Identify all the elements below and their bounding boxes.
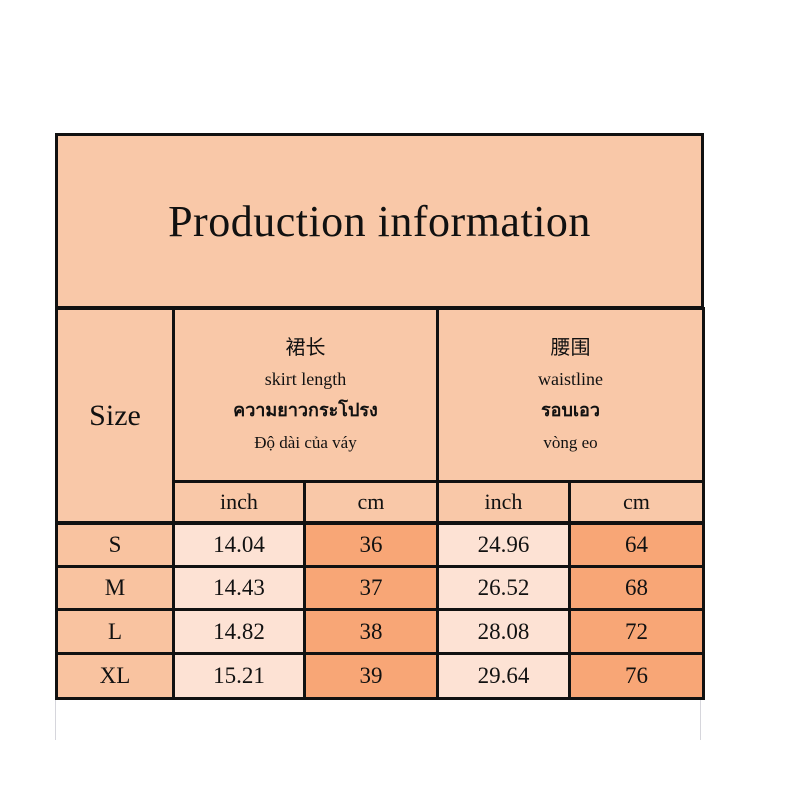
value-cell: 36 bbox=[303, 522, 439, 568]
measurement: 29.64 bbox=[477, 663, 530, 688]
unit-cell: cm bbox=[303, 480, 439, 524]
guide-line bbox=[700, 697, 701, 740]
group-header-cell: 腰围 waistline รอบเอว vòng eo bbox=[436, 307, 705, 483]
value-cell: 68 bbox=[568, 565, 705, 611]
unit-label: cm bbox=[357, 489, 385, 514]
value-cell: 38 bbox=[303, 608, 439, 655]
unit-label: inch bbox=[220, 489, 258, 514]
row-header-cell: XL bbox=[55, 652, 175, 700]
unit-label: cm bbox=[623, 489, 650, 514]
measurement: 68 bbox=[625, 575, 648, 600]
value-cell: 14.82 bbox=[172, 608, 306, 655]
size-label: XL bbox=[99, 663, 131, 688]
size-header-cell: Size bbox=[55, 307, 175, 524]
size-label: S bbox=[108, 532, 122, 557]
measurement: 37 bbox=[359, 575, 383, 600]
group-header-line: Độ dài của váy bbox=[254, 433, 357, 452]
measurement: 26.52 bbox=[477, 575, 530, 600]
value-cell: 14.04 bbox=[172, 522, 306, 568]
size-label: L bbox=[107, 618, 123, 644]
size-header: Size bbox=[89, 398, 141, 432]
measurement: 38 bbox=[359, 618, 383, 644]
unit-cell: cm bbox=[568, 480, 705, 524]
value-cell: 64 bbox=[568, 522, 705, 568]
measurement: 14.82 bbox=[213, 618, 265, 644]
group-header-line: 裙长 bbox=[285, 335, 326, 359]
group-header-cell: 裙长 skirt length ความยาวกระโปรง Độ dài của v… bbox=[172, 307, 439, 483]
row-header-cell: M bbox=[55, 565, 175, 611]
value-cell: 29.64 bbox=[436, 652, 571, 700]
group-header-line: 腰围 bbox=[550, 335, 591, 359]
measurement: 14.04 bbox=[213, 532, 265, 557]
measurement: 24.96 bbox=[477, 532, 530, 557]
unit-cell: inch bbox=[172, 480, 306, 524]
value-cell: 14.43 bbox=[172, 565, 306, 611]
measurement: 15.21 bbox=[213, 663, 265, 688]
value-cell: 39 bbox=[303, 652, 439, 700]
value-cell: 24.96 bbox=[436, 522, 571, 568]
value-cell: 37 bbox=[303, 565, 439, 611]
measurement: 72 bbox=[625, 618, 648, 644]
group-header-line: waistline bbox=[538, 369, 603, 389]
title: Production information bbox=[168, 196, 591, 246]
value-cell: 76 bbox=[568, 652, 705, 700]
value-cell: 15.21 bbox=[172, 652, 306, 700]
unit-cell: inch bbox=[436, 480, 571, 524]
size-label: M bbox=[104, 575, 126, 600]
group-header-line: vòng eo bbox=[543, 433, 598, 452]
measurement: 36 bbox=[359, 532, 383, 557]
guide-line bbox=[55, 697, 56, 740]
measurement: 14.43 bbox=[213, 575, 265, 600]
group-header-line: skirt length bbox=[264, 369, 347, 389]
value-cell: 28.08 bbox=[436, 608, 571, 655]
group-header-line: ความยาวกระโปรง bbox=[233, 400, 378, 421]
row-header-cell: L bbox=[55, 608, 175, 655]
group-header-line: รอบเอว bbox=[541, 400, 600, 421]
measurement: 64 bbox=[625, 532, 648, 557]
value-cell: 72 bbox=[568, 608, 705, 655]
measurement: 28.08 bbox=[477, 618, 530, 644]
row-header-cell: S bbox=[55, 522, 175, 568]
measurement: 39 bbox=[359, 663, 383, 688]
unit-label: inch bbox=[484, 489, 523, 514]
value-cell: 26.52 bbox=[436, 565, 571, 611]
title-cell: Production information bbox=[55, 133, 704, 309]
measurement: 76 bbox=[625, 663, 648, 688]
